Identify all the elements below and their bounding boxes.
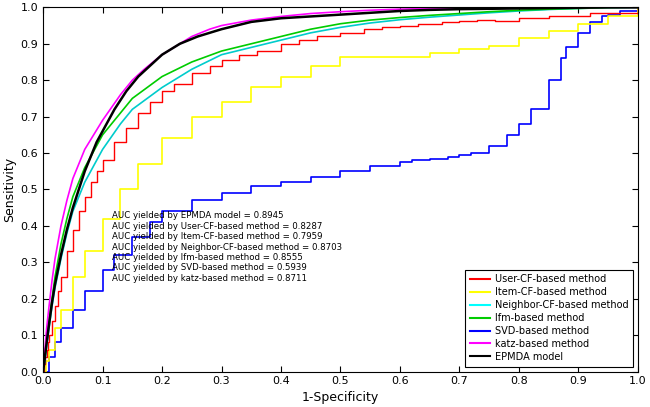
Y-axis label: Sensitivity: Sensitivity bbox=[3, 157, 16, 222]
Text: AUC yielded by EPMDA model = 0.8945
AUC yielded by User-CF-based method = 0.8287: AUC yielded by EPMDA model = 0.8945 AUC … bbox=[112, 211, 342, 283]
Legend: User-CF-based method, Item-CF-based method, Neighbor-CF-based method, lfm-based : User-CF-based method, Item-CF-based meth… bbox=[465, 269, 633, 367]
X-axis label: 1-Specificity: 1-Specificity bbox=[302, 391, 379, 404]
